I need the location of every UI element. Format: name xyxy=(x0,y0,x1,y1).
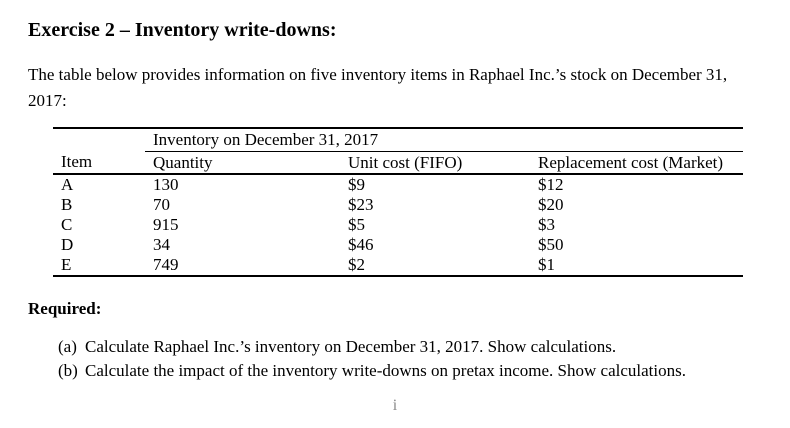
table-row: E 749 $2 $1 xyxy=(53,255,744,277)
column-header-unit-cost: Unit cost (FIFO) xyxy=(340,151,530,175)
cell-item: E xyxy=(53,255,145,277)
column-header-replacement-cost: Replacement cost (Market) xyxy=(530,151,744,175)
table-span-header-spacer xyxy=(53,127,145,152)
cell-replacement-cost: $20 xyxy=(538,195,564,214)
cell-item: A xyxy=(61,175,74,194)
column-header-quantity: Quantity xyxy=(145,151,340,175)
cell-replacement-cost: $1 xyxy=(530,255,744,277)
table-row: A 130 $9 $12 xyxy=(53,174,743,195)
cell-quantity: 749 xyxy=(145,255,340,277)
page-number: i xyxy=(392,397,398,414)
cell-unit-cost: $23 xyxy=(348,195,374,214)
table-header-row: Item Quantity Unit cost (FIFO) Replaceme… xyxy=(53,151,744,175)
required-item-text: Calculate the impact of the inventory wr… xyxy=(85,361,686,380)
cell-unit-cost: $9 xyxy=(348,175,365,194)
table-row: B 70 $23 $20 xyxy=(53,195,743,215)
table-row: C 915 $5 $3 xyxy=(53,215,743,235)
intro-paragraph: The table below provides information on … xyxy=(28,65,728,110)
required-item-marker: (b) xyxy=(58,361,78,380)
table-span-header-row: Inventory on December 31, 2017 xyxy=(53,127,744,152)
table-span-header: Inventory on December 31, 2017 xyxy=(145,127,744,152)
cell-quantity: 130 xyxy=(153,175,179,194)
required-item-text: Calculate Raphael Inc.’s inventory on De… xyxy=(85,337,617,356)
cell-unit-cost: $5 xyxy=(348,215,365,234)
table-row: D 34 $46 $50 xyxy=(53,235,743,255)
exercise-title: Exercise 2 – Inventory write-downs: xyxy=(28,19,337,41)
cell-replacement-cost: $3 xyxy=(538,215,555,234)
cell-item: B xyxy=(61,195,73,214)
required-heading: Required: xyxy=(28,299,102,318)
cell-quantity: 915 xyxy=(153,215,179,234)
cell-item: D xyxy=(61,235,74,254)
cell-quantity: 34 xyxy=(153,235,170,254)
required-list: (a) Calculate Raphael Inc.’s inventory o… xyxy=(58,335,790,383)
inventory-table: Inventory on December 31, 2017 Item Quan… xyxy=(53,127,744,277)
required-item-marker: (a) xyxy=(58,337,77,356)
cell-unit-cost: $46 xyxy=(348,235,374,254)
cell-replacement-cost: $50 xyxy=(538,235,564,254)
required-item-b: (b) Calculate the impact of the inventor… xyxy=(58,359,790,383)
cell-replacement-cost: $12 xyxy=(538,175,564,194)
cell-item: C xyxy=(61,215,73,234)
cell-unit-cost: $2 xyxy=(340,255,530,277)
cell-quantity: 70 xyxy=(153,195,170,214)
required-item-a: (a) Calculate Raphael Inc.’s inventory o… xyxy=(58,335,790,359)
column-header-item: Item xyxy=(53,151,145,175)
